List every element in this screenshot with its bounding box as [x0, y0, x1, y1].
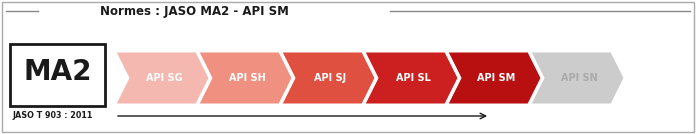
Text: API SG: API SG — [146, 73, 183, 83]
Polygon shape — [199, 52, 292, 104]
Polygon shape — [531, 52, 624, 104]
Polygon shape — [282, 52, 375, 104]
Text: API SM: API SM — [477, 73, 516, 83]
Polygon shape — [116, 52, 209, 104]
Text: API SJ: API SJ — [315, 73, 347, 83]
Text: API SN: API SN — [561, 73, 598, 83]
Text: Normes : JASO MA2 - API SM: Normes : JASO MA2 - API SM — [100, 5, 289, 18]
Text: MA2: MA2 — [23, 58, 92, 86]
Text: API SH: API SH — [229, 73, 266, 83]
Polygon shape — [365, 52, 458, 104]
Bar — [10, 44, 105, 106]
Text: API SL: API SL — [396, 73, 431, 83]
Text: JASO T 903 : 2011: JASO T 903 : 2011 — [12, 111, 93, 120]
Polygon shape — [448, 52, 541, 104]
